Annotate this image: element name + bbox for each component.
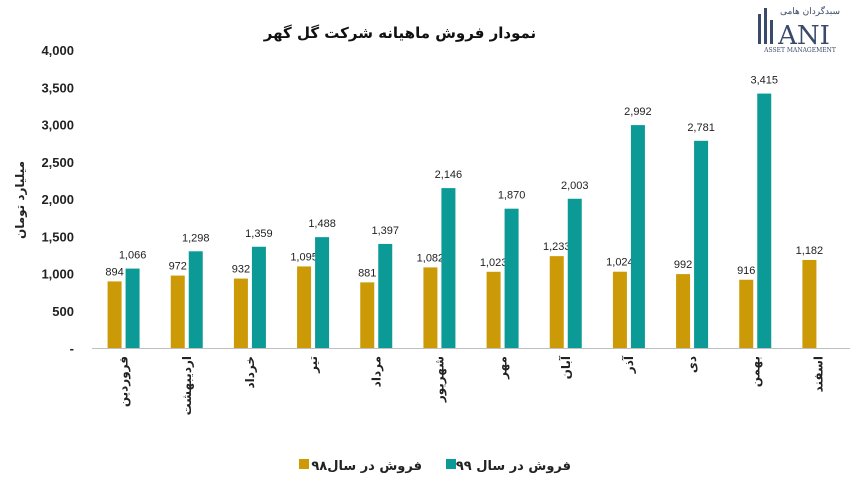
data-label-1399: 3,415: [750, 75, 778, 87]
y-tick-label: 2,000: [41, 192, 74, 207]
y-axis-ticks: - 500 1,000 1,500 2,000 2,500 3,000 3,500 4,000: [41, 43, 74, 356]
logo-brand: ANI: [777, 21, 830, 51]
data-label-1399: 1,488: [308, 218, 336, 230]
bar-1399: [567, 198, 582, 348]
data-label-1398: 881: [358, 267, 376, 279]
bar-1398: [170, 275, 185, 348]
x-tick-label: اردیبهشت: [180, 356, 194, 415]
bar-1399: [757, 93, 772, 349]
bar-1398: [297, 266, 312, 348]
bar-1398: [802, 259, 817, 348]
data-label-1399: 1,298: [182, 232, 210, 244]
y-tick-label: 500: [52, 304, 74, 319]
bars: 894 1,066 972 1,298 932 1,359 1,095 1,488 881 1,3…: [105, 75, 824, 349]
bar-1399: [630, 125, 645, 348]
data-label-1399: 2,146: [435, 169, 463, 181]
data-label-1399: 2,992: [624, 106, 652, 118]
bar-1399: [504, 208, 519, 348]
data-label-1398: 992: [674, 259, 692, 271]
y-tick-label: 4,000: [41, 43, 74, 58]
bar-1399: [441, 188, 456, 348]
data-label-1399: 2,003: [561, 180, 589, 192]
bar-1398: [676, 274, 691, 348]
y-tick-label: 2,500: [41, 155, 74, 170]
legend-label-1398: فروش در سال۹۸: [311, 459, 422, 474]
x-tick-label: تیر: [306, 356, 320, 374]
logo-persian-text: سبدگردان هامی: [780, 5, 840, 17]
legend-label-1399: فروش در سال ۹۹: [456, 459, 571, 474]
bar-1398: [739, 279, 754, 348]
bar-1398: [612, 271, 627, 348]
bar-1398: [107, 281, 122, 348]
bar-1399: [694, 140, 709, 348]
x-tick-label: بهمن: [748, 356, 762, 387]
data-label-1398: 1,023: [480, 257, 508, 269]
legend-swatch-1399: [446, 459, 456, 469]
logo: ANI سبدگردان هامی ASSET MANAGEMENT: [758, 5, 840, 54]
data-label-1398: 1,082: [417, 252, 445, 264]
x-tick-label: شهریور: [432, 356, 447, 403]
y-tick-label: 1,000: [41, 267, 74, 282]
x-tick-label: آذر: [621, 355, 636, 374]
x-tick-label: دی: [685, 356, 699, 373]
data-label-1398: 916: [737, 265, 755, 277]
y-tick-label: -: [70, 341, 74, 356]
data-label-1399: 2,781: [687, 122, 715, 134]
data-label-1398: 1,182: [796, 245, 824, 257]
data-label-1399: 1,359: [245, 228, 273, 240]
y-tick-label: 3,500: [41, 80, 74, 95]
data-label-1399: 1,870: [498, 190, 526, 202]
x-tick-label: فروردین: [117, 356, 132, 407]
data-label-1398: 1,024: [606, 257, 634, 269]
y-tick-label: 3,000: [41, 118, 74, 133]
x-tick-label: اسفند: [811, 356, 825, 392]
x-tick-label: خرداد: [243, 356, 257, 389]
x-tick-label: مهر: [496, 356, 510, 380]
legend: فروش در سال۹۸ فروش در سال ۹۹: [299, 459, 571, 474]
data-label-1398: 1,233: [543, 241, 571, 253]
logo-sub: ASSET MANAGEMENT: [763, 47, 836, 54]
bar-1398: [549, 256, 564, 348]
bar-1399: [378, 243, 393, 348]
data-label-1398: 1,095: [290, 251, 318, 263]
logo-bars-icon: [758, 8, 773, 44]
data-label-1398: 894: [105, 266, 123, 278]
bar-1399: [315, 237, 330, 348]
chart-title: نمودار فروش ماهیانه شرکت گل گهر: [263, 24, 536, 42]
y-tick-label: 1,500: [41, 229, 74, 244]
bar-1398: [423, 267, 438, 348]
x-axis-ticks: فروردین اردیبهشت خرداد تیر مرداد شهریور مهر آبا…: [117, 355, 826, 415]
x-tick-label: آبان: [558, 355, 573, 379]
bar-1398: [360, 282, 375, 348]
bar-1398: [486, 271, 501, 348]
data-label-1398: 932: [232, 264, 250, 276]
data-label-1398: 972: [169, 261, 187, 273]
bar-1399: [125, 268, 140, 348]
y-axis-label: میلیارد تومان: [13, 161, 28, 239]
x-tick-label: مرداد: [369, 356, 383, 387]
data-label-1399: 1,397: [371, 225, 399, 237]
data-label-1399: 1,066: [119, 250, 147, 262]
bar-1399: [251, 246, 266, 348]
legend-swatch-1398: [299, 459, 309, 469]
bar-1398: [233, 278, 248, 348]
bar-1399: [188, 251, 203, 348]
